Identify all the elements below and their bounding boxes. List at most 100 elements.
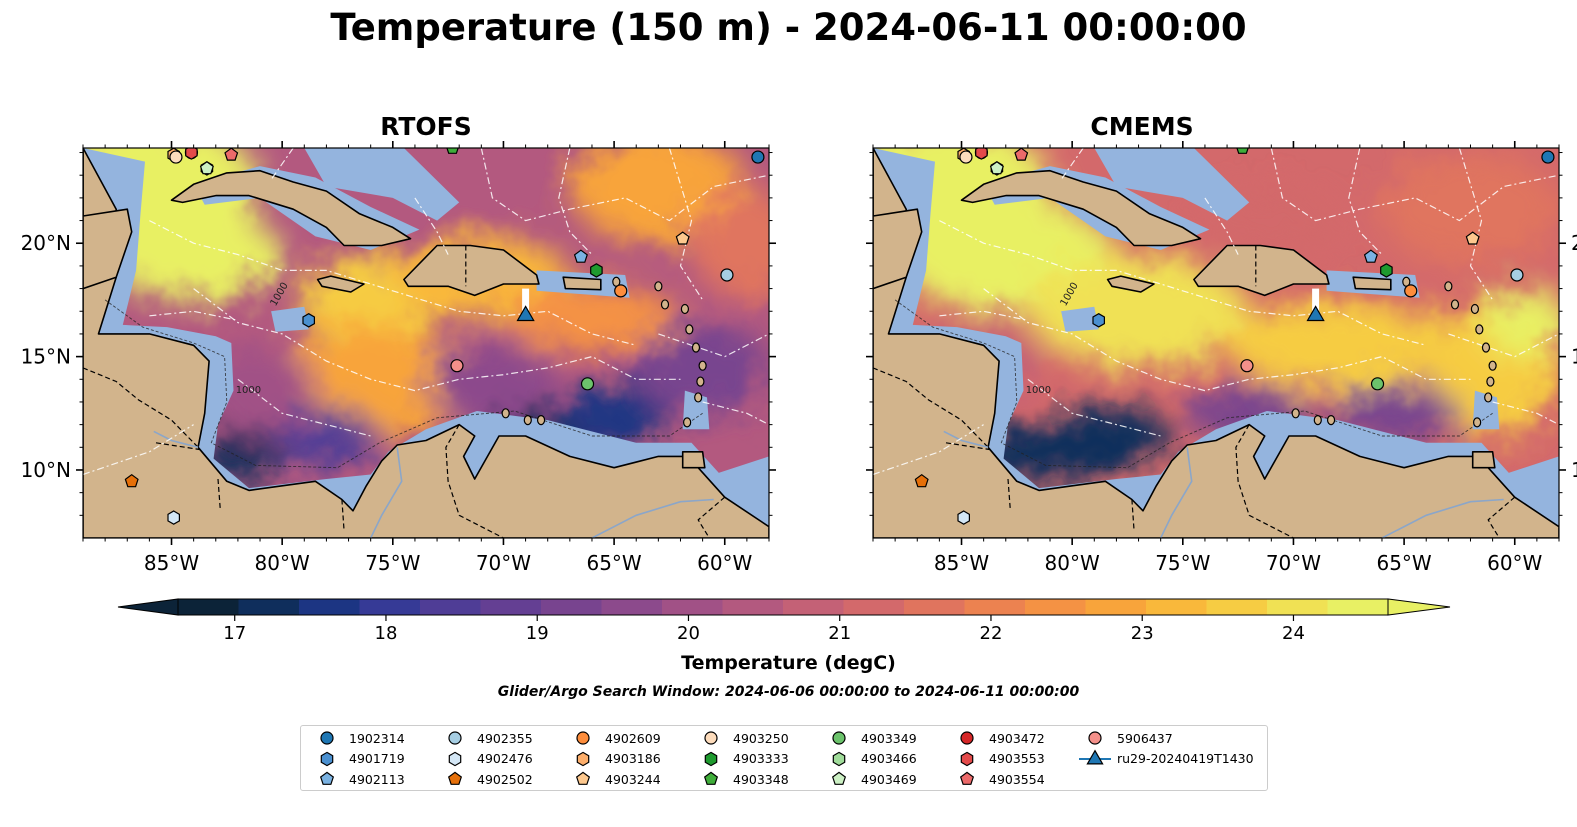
small-island <box>680 303 690 315</box>
river <box>153 430 199 449</box>
country-border <box>873 367 989 448</box>
land-hispaniola <box>403 244 540 297</box>
small-island <box>694 392 703 403</box>
small-island <box>1326 414 1336 426</box>
platform-4902476 <box>167 510 180 525</box>
country-border <box>445 424 504 538</box>
country-border <box>1131 499 1135 532</box>
colorbar-label: Temperature (degC) <box>681 652 896 674</box>
legend-marker <box>831 771 847 785</box>
colorbar-segment <box>601 599 663 615</box>
legend-pentagon-icon <box>575 771 591 785</box>
eez-boundary <box>149 220 637 346</box>
eez-boundary <box>1027 378 1161 437</box>
colorbar-segment <box>1025 599 1086 615</box>
platform-4902113 <box>1363 249 1378 263</box>
land-hispaniola <box>1193 244 1330 297</box>
colorbar-segment <box>1206 599 1268 615</box>
legend-label: 4903250 <box>733 730 789 746</box>
country-border <box>697 496 726 538</box>
platform-4903553 <box>975 148 988 160</box>
eez-boundary <box>939 220 1427 346</box>
legend-circle-icon <box>320 731 334 745</box>
legend-item-4903553: 4903553 <box>949 749 1045 769</box>
small-island <box>696 376 705 387</box>
platform-5906437 <box>1240 359 1254 373</box>
platform-4903250 <box>169 150 183 164</box>
small-island <box>1450 299 1460 310</box>
colorbar-tick-label: 23 <box>1131 623 1154 644</box>
lon-tick-label: 70°W <box>476 551 531 575</box>
small-island <box>501 408 510 419</box>
platform-4903333 <box>590 263 603 278</box>
land-yucatan <box>83 148 133 290</box>
lat-tick-label: 20°N <box>1571 231 1577 255</box>
country-border <box>83 367 199 448</box>
temperature-patch <box>1481 288 1559 357</box>
platform-4902113 <box>573 249 588 263</box>
legend-item-4903349: 4903349 <box>821 728 917 748</box>
small-island <box>1473 417 1482 428</box>
lon-tick-label: 85°W <box>934 551 989 575</box>
eez-boundary <box>270 148 294 181</box>
small-island <box>660 299 670 310</box>
lon-tick-label: 80°W <box>1045 551 1100 575</box>
legend-hexagon-icon <box>320 751 334 766</box>
small-island <box>1484 392 1493 403</box>
eez-boundary <box>1204 197 1239 255</box>
legend-item-4903554: 4903554 <box>949 769 1045 789</box>
small-island <box>1444 281 1453 292</box>
legend-label: 4902609 <box>605 730 661 746</box>
shelf-region <box>1503 456 1559 520</box>
legend-circle-icon <box>832 731 846 745</box>
legend-item-4902502: 4902502 <box>437 769 533 789</box>
colorbar-segment <box>480 599 542 615</box>
country-border <box>1235 424 1294 538</box>
lon-tick-label: 65°W <box>1376 551 1431 575</box>
colorbar-tick-label: 21 <box>828 623 851 644</box>
colorbar-segment <box>1085 599 1147 615</box>
eez-boundary <box>873 424 984 476</box>
land-jamaica <box>316 275 365 293</box>
platform-4903349 <box>1370 377 1385 391</box>
land-trinidad <box>1471 450 1496 469</box>
colorbar-tick-label: 22 <box>980 623 1003 644</box>
platform-5906437 <box>450 359 464 373</box>
colorbar-extend-low <box>117 598 179 616</box>
small-island <box>1291 408 1300 419</box>
small-island <box>1486 376 1495 387</box>
small-island <box>1488 360 1497 371</box>
shelf-region <box>271 306 309 332</box>
legend-circle-icon <box>448 731 462 745</box>
colorbar-tick-label: 18 <box>375 623 398 644</box>
land-cuba <box>960 169 1202 247</box>
legend-item-4902609: 4902609 <box>565 728 661 748</box>
colorbar-tick-label: 24 <box>1282 623 1305 644</box>
shelf-region <box>1094 148 1250 221</box>
legend-triangle-icon <box>1086 748 1104 764</box>
temperature-patch <box>1227 299 1449 391</box>
platform-4902502 <box>914 473 929 488</box>
legend-pentagon-icon <box>447 771 463 785</box>
legend-label: 4903349 <box>861 730 917 746</box>
legend-marker <box>703 771 719 785</box>
legend-marker <box>1079 748 1111 764</box>
legend-marker <box>1088 731 1102 745</box>
colorbar-tick-label: 20 <box>677 623 700 644</box>
legend-item-1902314: 1902314 <box>309 728 405 748</box>
legend-marker <box>576 731 590 745</box>
platform-ru29-20240419T1430 <box>1306 305 1325 322</box>
small-island <box>1481 342 1491 353</box>
legend-label: 4903553 <box>989 751 1045 766</box>
legend-label: 4903244 <box>605 771 661 787</box>
legend-label: 4902476 <box>477 751 533 766</box>
eez-boundary <box>1492 401 1559 426</box>
shelf-region <box>83 148 769 538</box>
search-window-text: Glider/Argo Search Window: 2024-06-06 00… <box>497 684 1080 700</box>
land-yucatan <box>873 148 923 290</box>
platform-4903469 <box>989 161 1004 175</box>
small-island <box>683 417 692 428</box>
platform-ru29-20240419T1430 <box>516 305 535 322</box>
legend-label: 4903348 <box>733 771 789 787</box>
